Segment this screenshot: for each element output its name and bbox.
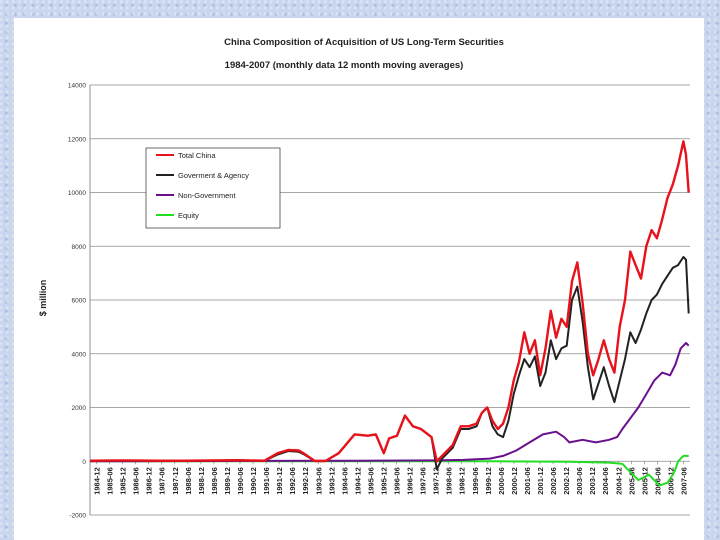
y-tick-label: 4000	[72, 351, 87, 358]
x-tick-label: 1986-12	[145, 467, 154, 495]
x-tick-label: 1992-06	[288, 467, 297, 495]
series-line-non-government	[89, 342, 690, 463]
x-tick-label: 1985-12	[119, 467, 128, 495]
x-tick-label: 2001-06	[523, 467, 532, 495]
y-tick-label: 12000	[68, 136, 86, 143]
x-tick-label: 1996-12	[406, 467, 415, 495]
slide: China Composition of Acquisition of US L…	[14, 18, 704, 540]
legend-label-non-government: Non-Government	[178, 191, 236, 200]
x-tick-label: 1998-06	[445, 467, 454, 495]
x-tick-label: 1995-12	[379, 467, 388, 495]
y-tick-label: 8000	[72, 244, 87, 251]
x-tick-label: 1989-06	[210, 467, 219, 495]
x-tick-label: 2001-12	[536, 467, 545, 495]
y-tick-label: 0	[82, 459, 86, 466]
chart-title: China Composition of Acquisition of US L…	[224, 37, 504, 48]
x-tick-label: 1993-06	[314, 467, 323, 495]
x-tick-label: 2004-06	[601, 467, 610, 495]
legend: Total China Goverment & Agency Non-Gover…	[145, 147, 281, 229]
series-line-equity	[90, 454, 689, 487]
y-tick-label: 10000	[68, 190, 86, 197]
x-tick-label: 1994-12	[353, 467, 362, 495]
x-tick-label: 1985-06	[106, 467, 115, 495]
series-lines	[89, 140, 690, 487]
x-tick-label: 1997-06	[419, 467, 428, 495]
x-tick-label: 1988-12	[197, 467, 206, 495]
y-tick-label: 6000	[72, 298, 87, 305]
y-axis-ticks: -2000 0 2000 4000 6000 8000 10000 12000 14000	[68, 83, 86, 520]
x-tick-label: 1990-12	[249, 467, 258, 495]
x-tick-label: 1996-06	[393, 467, 402, 495]
x-tick-label: 2007-06	[679, 467, 688, 495]
x-tick-label: 2004-12	[614, 467, 623, 495]
y-tick-label: 2000	[72, 405, 87, 412]
x-tick-label: 2005-12	[640, 467, 649, 495]
x-tick-label: 2003-06	[575, 467, 584, 495]
series-line-total-china	[89, 140, 690, 463]
x-tick-label: 2003-12	[588, 467, 597, 495]
x-tick-label: 1987-12	[171, 467, 180, 495]
x-tick-label: 1991-12	[275, 467, 284, 495]
x-tick-label: 2000-12	[510, 467, 519, 495]
x-tick-label: 1984-12	[93, 467, 102, 495]
legend-label-total-china: Total China	[178, 151, 216, 160]
x-tick-label: 1995-06	[366, 467, 375, 495]
x-tick-label: 1999-12	[484, 467, 493, 495]
x-tick-label: 1987-06	[158, 467, 167, 495]
x-tick-label: 1990-06	[236, 467, 245, 495]
line-chart: China Composition of Acquisition of US L…	[38, 37, 690, 520]
x-tick-label: 2006-06	[653, 467, 662, 495]
x-tick-label: 1997-12	[432, 467, 441, 495]
x-tick-label: 1998-12	[458, 467, 467, 495]
y-tick-label: -2000	[69, 513, 86, 520]
x-tick-label: 2000-06	[497, 467, 506, 495]
x-tick-label: 1989-12	[223, 467, 232, 495]
x-tick-label: 2002-06	[549, 467, 558, 495]
x-tick-label: 1991-06	[262, 467, 271, 495]
y-axis-label: $ million	[38, 280, 48, 317]
x-tick-label: 1994-06	[340, 467, 349, 495]
x-tick-label: 2005-06	[627, 467, 636, 495]
x-tick-label: 2006-12	[666, 467, 675, 495]
chart-subtitle: 1984-2007 (monthly data 12 month moving …	[225, 60, 464, 71]
x-tick-label: 1999-06	[471, 467, 480, 495]
x-tick-label: 1988-06	[184, 467, 193, 495]
x-tick-label: 1992-12	[301, 467, 310, 495]
x-tick-label: 1993-12	[327, 467, 336, 495]
legend-label-government-agency: Goverment & Agency	[178, 171, 249, 180]
x-axis-ticks: 1984-12 1985-06 1985-12 1986-06 1986-12 1987-…	[93, 461, 688, 495]
x-tick-label: 1986-06	[132, 467, 141, 495]
legend-label-equity: Equity	[178, 211, 199, 220]
y-tick-label: 14000	[68, 83, 86, 90]
x-tick-label: 2002-12	[562, 467, 571, 495]
